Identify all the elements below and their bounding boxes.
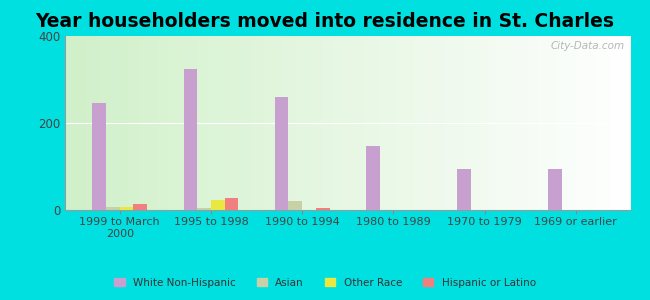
Bar — [366, 146, 380, 210]
Text: City-Data.com: City-Data.com — [551, 41, 625, 51]
Legend: White Non-Hispanic, Asian, Other Race, Hispanic or Latino: White Non-Hispanic, Asian, Other Race, H… — [110, 274, 540, 292]
Bar — [183, 69, 197, 210]
Bar — [457, 169, 471, 210]
Bar — [289, 201, 302, 210]
Bar — [197, 208, 211, 210]
Bar — [106, 207, 120, 210]
Text: Year householders moved into residence in St. Charles: Year householders moved into residence i… — [36, 12, 614, 31]
Bar — [275, 97, 289, 210]
Bar — [133, 204, 147, 210]
Bar — [92, 103, 106, 210]
Bar — [549, 169, 562, 210]
Bar — [316, 208, 330, 210]
Bar — [225, 198, 239, 210]
Bar — [211, 200, 225, 210]
Bar — [120, 206, 133, 210]
